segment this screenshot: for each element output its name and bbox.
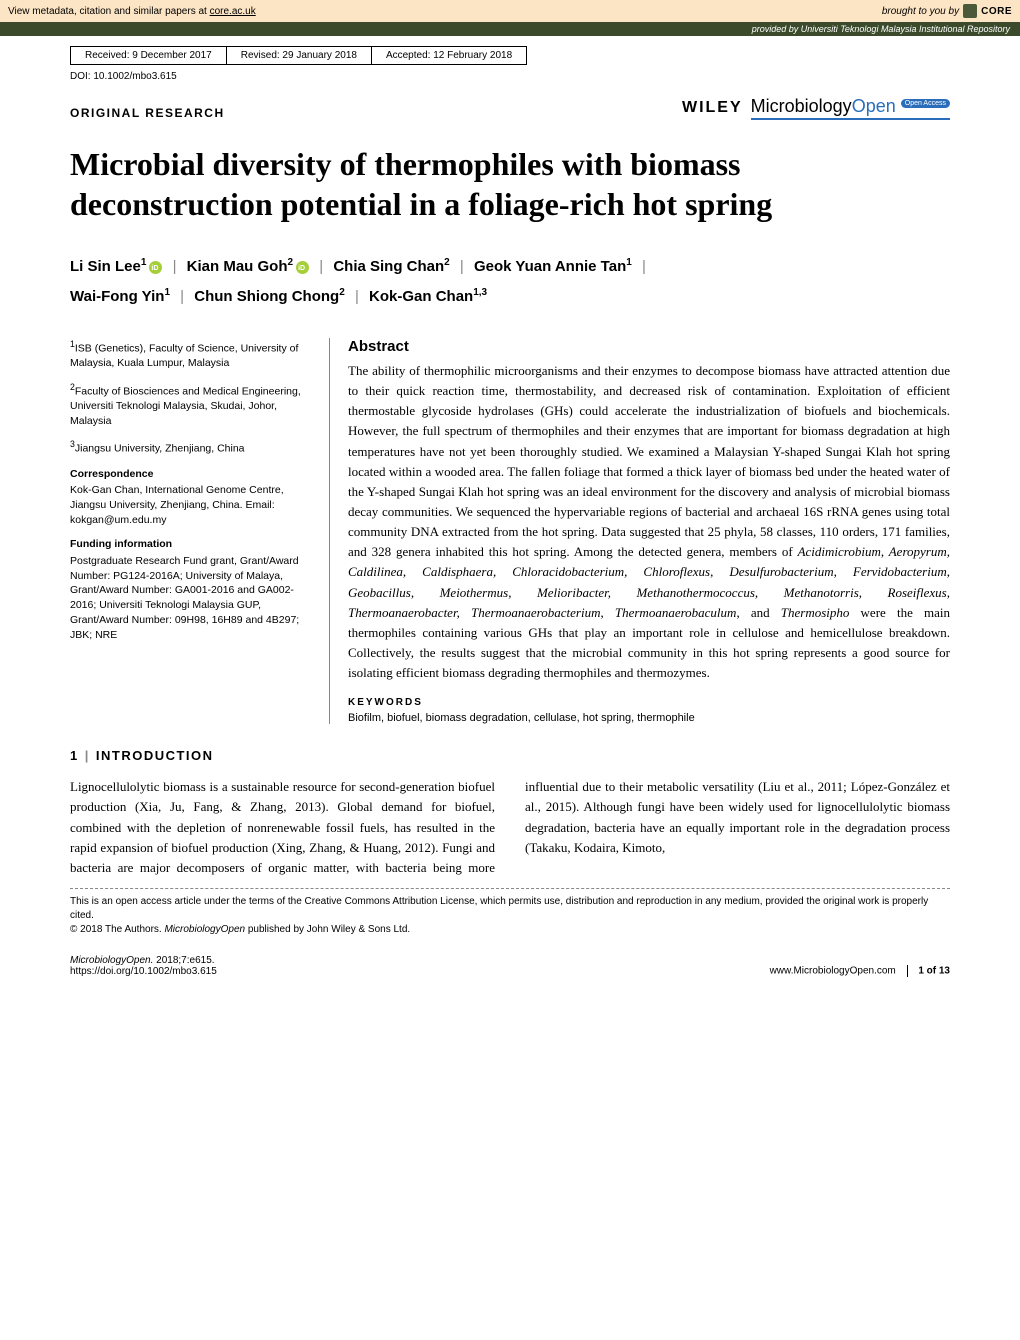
aff-text: Jiangsu University, Zhenjiang, China <box>75 443 245 455</box>
author: Wai-Fong Yin <box>70 288 164 305</box>
journal-brand: WILEY MicrobiologyOpen Open Access <box>682 96 950 120</box>
abstract-heading: Abstract <box>348 338 950 355</box>
author-aff: 2 <box>444 257 450 268</box>
abstract-text: The ability of thermophilic microorganis… <box>348 363 950 559</box>
author-aff: 2 <box>339 287 345 298</box>
metadata-abstract-row: 1ISB (Genetics), Faculty of Science, Uni… <box>70 338 950 724</box>
core-link[interactable]: core.ac.uk <box>210 6 256 17</box>
footer-divider <box>907 965 908 977</box>
license-text: This is an open access article under the… <box>70 895 950 923</box>
provided-text: Universiti Teknologi Malaysia Institutio… <box>801 24 1010 34</box>
date-revised: Revised: 29 January 2018 <box>227 47 372 64</box>
aff-text: ISB (Genetics), Faculty of Science, Univ… <box>70 343 298 370</box>
doi: DOI: 10.1002/mbo3.615 <box>70 71 950 82</box>
funding-text: Postgraduate Research Fund grant, Grant/… <box>70 554 311 642</box>
copyright-suffix: published by John Wiley & Sons Ltd. <box>245 924 410 935</box>
provided-prefix: provided by <box>752 24 801 34</box>
abstract-body: The ability of thermophilic microorganis… <box>348 361 950 683</box>
author: Chia Sing Chan <box>333 258 444 275</box>
metadata-column: 1ISB (Genetics), Faculty of Science, Uni… <box>70 338 330 724</box>
footer-citation: MicrobiologyOpen. 2018;7:e615. https://d… <box>70 955 217 977</box>
keywords-text: Biofilm, biofuel, biomass degradation, c… <box>348 712 950 724</box>
article-type: ORIGINAL RESEARCH <box>70 106 225 120</box>
journal-part1: Microbiology <box>751 96 852 116</box>
copyright-text: © 2018 The Authors. MicrobiologyOpen pub… <box>70 923 950 937</box>
author-aff: 1 <box>164 287 170 298</box>
author: Li Sin Lee <box>70 258 141 275</box>
core-right-prefix: brought to you by <box>882 6 959 17</box>
footer-cite-rest: 2018;7:e615. <box>153 955 214 966</box>
footer-doi-url: https://doi.org/10.1002/mbo3.615 <box>70 966 217 977</box>
affiliation: 3Jiangsu University, Zhenjiang, China <box>70 438 311 456</box>
affiliation: 2Faculty of Biosciences and Medical Engi… <box>70 381 311 429</box>
section-heading: 1 | INTRODUCTION <box>70 748 950 763</box>
section-number: 1 <box>70 748 79 763</box>
author-separator: | <box>642 258 646 275</box>
author-separator: | <box>355 288 359 305</box>
correspondence-head: Correspondence <box>70 467 311 482</box>
date-accepted: Accepted: 12 February 2018 <box>372 47 526 64</box>
author-aff: 2 <box>288 257 294 268</box>
section-separator: | <box>85 748 90 763</box>
orcid-icon[interactable] <box>149 261 162 274</box>
orcid-icon[interactable] <box>296 261 309 274</box>
footer-right: www.MicrobiologyOpen.com 1 of 13 <box>770 965 950 977</box>
license-block: This is an open access article under the… <box>70 895 950 937</box>
author-separator: | <box>173 258 177 275</box>
author-separator: | <box>460 258 464 275</box>
page-footer: MicrobiologyOpen. 2018;7:e615. https://d… <box>70 955 950 977</box>
header-row: ORIGINAL RESEARCH WILEY MicrobiologyOpen… <box>70 96 950 120</box>
author-list: Li Sin Lee1 | Kian Mau Goh2 | Chia Sing … <box>70 252 950 312</box>
open-access-badge: Open Access <box>901 99 950 108</box>
core-banner: View metadata, citation and similar pape… <box>0 0 1020 22</box>
footer-site: www.MicrobiologyOpen.com <box>770 966 896 977</box>
article-title: Microbial diversity of thermophiles with… <box>70 144 950 224</box>
core-logo-icon <box>963 4 977 18</box>
author-aff: 1,3 <box>473 287 487 298</box>
author-separator: | <box>180 288 184 305</box>
abstract-and: , and <box>736 605 780 620</box>
footer-page-number: 1 of 13 <box>918 966 950 977</box>
abstract-column: Abstract The ability of thermophilic mic… <box>330 338 950 724</box>
copyright-journal: MicrobiologyOpen <box>164 924 245 935</box>
affiliation: 1ISB (Genetics), Faculty of Science, Uni… <box>70 338 311 371</box>
article-dateline: Received: 9 December 2017 Revised: 29 Ja… <box>70 46 527 65</box>
author: Kok-Gan Chan <box>369 288 473 305</box>
abstract-last-genus: Thermosipho <box>781 605 850 620</box>
journal-name: MicrobiologyOpen Open Access <box>751 96 950 120</box>
core-logo-text: CORE <box>981 6 1012 17</box>
core-banner-right: brought to you by CORE <box>882 4 1012 18</box>
aff-text: Faculty of Biosciences and Medical Engin… <box>70 385 301 426</box>
author-aff: 1 <box>141 257 147 268</box>
body-text: Lignocellulolytic biomass is a sustainab… <box>70 777 950 878</box>
footer-journal: MicrobiologyOpen. <box>70 955 153 966</box>
section-title: INTRODUCTION <box>96 748 214 763</box>
journal-part2: Open <box>852 96 896 116</box>
funding-head: Funding information <box>70 537 311 552</box>
license-divider <box>70 888 950 889</box>
author: Chun Shiong Chong <box>194 288 339 305</box>
author: Kian Mau Goh <box>187 258 288 275</box>
author: Geok Yuan Annie Tan <box>474 258 626 275</box>
correspondence-text: Kok-Gan Chan, International Genome Centr… <box>70 483 311 527</box>
author-separator: | <box>319 258 323 275</box>
copyright-prefix: © 2018 The Authors. <box>70 924 164 935</box>
publisher-logo: WILEY <box>682 99 743 117</box>
provided-by-bar: provided by Universiti Teknologi Malaysi… <box>0 22 1020 36</box>
core-banner-left[interactable]: View metadata, citation and similar pape… <box>8 6 256 17</box>
date-received: Received: 9 December 2017 <box>71 47 227 64</box>
keywords-heading: KEYWORDS <box>348 697 950 708</box>
core-left-prefix: View metadata, citation and similar pape… <box>8 6 210 17</box>
author-aff: 1 <box>626 257 632 268</box>
